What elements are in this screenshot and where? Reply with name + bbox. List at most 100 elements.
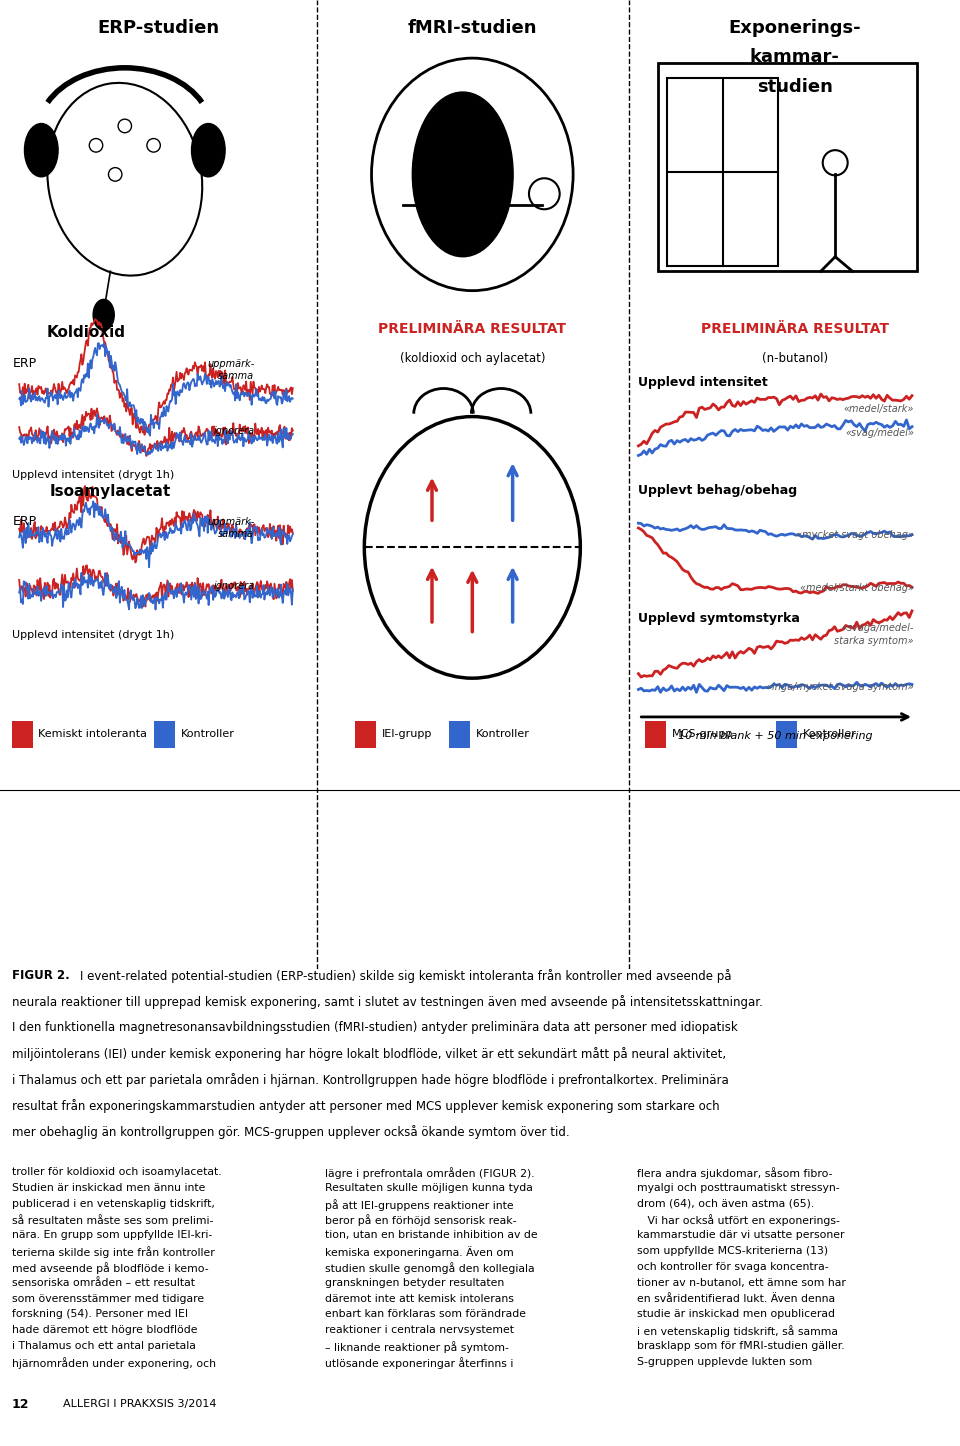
Text: ERP: ERP: [12, 515, 36, 528]
Text: ERP: ERP: [12, 357, 36, 370]
Ellipse shape: [413, 93, 513, 257]
Text: Upplevd intensitet: Upplevd intensitet: [638, 376, 768, 389]
Text: «mycket svagt obehag»: «mycket svagt obehag»: [796, 529, 914, 539]
Text: 10 min blank + 50 min exponering: 10 min blank + 50 min exponering: [679, 732, 873, 742]
Bar: [645, 720, 666, 748]
Text: Resultaten skulle möjligen kunna tyda: Resultaten skulle möjligen kunna tyda: [325, 1183, 533, 1193]
Text: – liknande reaktioner på symtom-: – liknande reaktioner på symtom-: [325, 1340, 509, 1353]
Text: troller för koldioxid och isoamylacetat.: troller för koldioxid och isoamylacetat.: [12, 1167, 221, 1177]
Bar: [658, 64, 917, 272]
Text: terierna skilde sig inte från kontroller: terierna skilde sig inte från kontroller: [12, 1246, 214, 1258]
Bar: [449, 720, 470, 748]
Text: (n-butanol): (n-butanol): [762, 351, 828, 364]
Text: resultat från exponeringskammarstudien antyder att personer med MCS upplever kem: resultat från exponeringskammarstudien a…: [12, 1099, 719, 1113]
Text: «medel/stark»: «medel/stark»: [844, 403, 914, 414]
Text: Upplevd intensitet (drygt 1h): Upplevd intensitet (drygt 1h): [12, 470, 175, 480]
Text: neurala reaktioner till upprepad kemisk exponering, samt i slutet av testningen : neurala reaktioner till upprepad kemisk …: [12, 995, 762, 1009]
Text: enbart kan förklaras som förändrade: enbart kan förklaras som förändrade: [325, 1310, 526, 1319]
Text: Vi har också utfört en exponerings-: Vi har också utfört en exponerings-: [637, 1215, 840, 1226]
Text: PRELIMINÄRA RESULTAT: PRELIMINÄRA RESULTAT: [701, 321, 889, 335]
Text: med avseende på blodflöde i kemo-: med avseende på blodflöde i kemo-: [12, 1262, 208, 1274]
Text: mer obehaglig än kontrollgruppen gör. MCS-gruppen upplever också ökande symtom ö: mer obehaglig än kontrollgruppen gör. MC…: [12, 1125, 569, 1139]
Text: myalgi och posttraumatiskt stressyn-: myalgi och posttraumatiskt stressyn-: [637, 1183, 840, 1193]
Ellipse shape: [191, 123, 225, 176]
Circle shape: [89, 139, 103, 152]
Text: hade däremot ett högre blodflöde: hade däremot ett högre blodflöde: [12, 1326, 197, 1335]
Text: studien: studien: [756, 78, 833, 95]
Text: i Thalamus och ett par parietala områden i hjärnan. Kontrollgruppen hade högre b: i Thalamus och ett par parietala områden…: [12, 1073, 729, 1087]
Text: PRELIMINÄRA RESULTAT: PRELIMINÄRA RESULTAT: [378, 321, 566, 335]
Text: «inga/mycket svaga symtom»: «inga/mycket svaga symtom»: [766, 683, 914, 691]
Text: uppmärk-
samma: uppmärk- samma: [207, 518, 254, 539]
Text: så resultaten måste ses som prelimi-: så resultaten måste ses som prelimi-: [12, 1215, 213, 1226]
Circle shape: [118, 119, 132, 133]
Text: I den funktionella magnetresonansavbildningsstudien (fMRI-studien) antyder preli: I den funktionella magnetresonansavbildn…: [12, 1021, 737, 1034]
Text: ALLERGI I PRAKXSIS 3/2014: ALLERGI I PRAKXSIS 3/2014: [63, 1400, 217, 1408]
Text: brasklapp som för fMRI-studien gäller.: brasklapp som för fMRI-studien gäller.: [637, 1340, 845, 1351]
Text: 12: 12: [12, 1398, 29, 1410]
Text: granskningen betyder resultaten: granskningen betyder resultaten: [325, 1278, 505, 1288]
Bar: [12, 720, 33, 748]
Text: ignorera: ignorera: [213, 427, 254, 437]
Text: Upplevd symtomstyrka: Upplevd symtomstyrka: [638, 612, 801, 625]
Text: Isoamylacetat: Isoamylacetat: [50, 484, 171, 499]
Text: Koldioxid: Koldioxid: [47, 324, 126, 340]
Text: flera andra sjukdomar, såsom fibro-: flera andra sjukdomar, såsom fibro-: [637, 1167, 833, 1178]
Text: uppmärk-
samma: uppmärk- samma: [207, 359, 254, 380]
Text: FIGUR 2.: FIGUR 2.: [12, 969, 73, 982]
Text: «svaga/medel-
starka symtom»: «svaga/medel- starka symtom»: [834, 623, 914, 646]
Text: Kemiskt intoleranta: Kemiskt intoleranta: [38, 729, 148, 739]
Text: reaktioner i centrala nervsystemet: reaktioner i centrala nervsystemet: [325, 1326, 515, 1335]
Text: på att IEI-gruppens reaktioner inte: på att IEI-gruppens reaktioner inte: [325, 1199, 514, 1210]
Text: lägre i prefrontala områden (FIGUR 2).: lägre i prefrontala områden (FIGUR 2).: [325, 1167, 535, 1178]
Text: «svag/medel»: «svag/medel»: [845, 428, 914, 438]
Text: en svåridentifierad lukt. Även denna: en svåridentifierad lukt. Även denna: [637, 1294, 835, 1304]
Circle shape: [147, 139, 160, 152]
Text: beror på en förhöjd sensorisk reak-: beror på en förhöjd sensorisk reak-: [325, 1215, 516, 1226]
Text: som överensstämmer med tidigare: som överensstämmer med tidigare: [12, 1294, 204, 1304]
Text: utlösande exponeringar återfinns i: utlösande exponeringar återfinns i: [325, 1356, 514, 1369]
Text: publicerad i en vetenskaplig tidskrift,: publicerad i en vetenskaplig tidskrift,: [12, 1199, 214, 1209]
Text: drom (64), och även astma (65).: drom (64), och även astma (65).: [637, 1199, 815, 1209]
Bar: [154, 720, 175, 748]
Text: miljöintolerans (IEI) under kemisk exponering har högre lokalt blodflöde, vilket: miljöintolerans (IEI) under kemisk expon…: [12, 1047, 726, 1061]
Text: MCS-grupp: MCS-grupp: [672, 729, 733, 739]
Text: hjärnområden under exponering, och: hjärnområden under exponering, och: [12, 1356, 215, 1369]
Text: tion, utan en bristande inhibition av de: tion, utan en bristande inhibition av de: [325, 1231, 538, 1241]
Circle shape: [108, 168, 122, 181]
Text: Upplevt behag/obehag: Upplevt behag/obehag: [638, 484, 798, 497]
Text: S-gruppen upplevde lukten som: S-gruppen upplevde lukten som: [637, 1356, 813, 1366]
Text: studien skulle genomgå den kollegiala: studien skulle genomgå den kollegiala: [325, 1262, 535, 1274]
Text: nära. En grupp som uppfyllde IEI-kri-: nära. En grupp som uppfyllde IEI-kri-: [12, 1231, 212, 1241]
Bar: [667, 78, 778, 266]
Text: studie är inskickad men opublicerad: studie är inskickad men opublicerad: [637, 1310, 835, 1319]
Text: kammar-: kammar-: [750, 48, 840, 67]
Text: IEI-grupp: IEI-grupp: [382, 729, 432, 739]
Text: forskning (54). Personer med IEI: forskning (54). Personer med IEI: [12, 1310, 187, 1319]
Text: i Thalamus och ett antal parietala: i Thalamus och ett antal parietala: [12, 1340, 196, 1351]
Bar: [355, 720, 376, 748]
Text: ignorera: ignorera: [213, 581, 254, 591]
Text: fMRI-studien: fMRI-studien: [408, 19, 537, 38]
Text: (koldioxid och aylacetat): (koldioxid och aylacetat): [399, 351, 545, 364]
Ellipse shape: [93, 299, 114, 330]
Text: Upplevd intensitet (drygt 1h): Upplevd intensitet (drygt 1h): [12, 629, 175, 639]
Text: och kontroller för svaga koncentra-: och kontroller för svaga koncentra-: [637, 1262, 829, 1272]
Text: Kontroller: Kontroller: [803, 729, 856, 739]
Text: Kontroller: Kontroller: [476, 729, 530, 739]
Text: Kontroller: Kontroller: [180, 729, 234, 739]
Text: tioner av n-butanol, ett ämne som har: tioner av n-butanol, ett ämne som har: [637, 1278, 847, 1288]
Text: som uppfyllde MCS-kriterierna (13): som uppfyllde MCS-kriterierna (13): [637, 1246, 828, 1257]
Text: Exponerings-: Exponerings-: [729, 19, 861, 38]
Text: däremot inte att kemisk intolerans: däremot inte att kemisk intolerans: [325, 1294, 515, 1304]
Text: Studien är inskickad men ännu inte: Studien är inskickad men ännu inte: [12, 1183, 204, 1193]
Text: ERP-studien: ERP-studien: [97, 19, 220, 38]
Text: «medel/starkt obehag»: «medel/starkt obehag»: [800, 583, 914, 593]
Text: I event-related potential-studien (ERP-studien) skilde sig kemiskt intoleranta f: I event-related potential-studien (ERP-s…: [80, 969, 732, 983]
Text: i en vetenskaplig tidskrift, så samma: i en vetenskaplig tidskrift, så samma: [637, 1326, 838, 1338]
Text: kemiska exponeringarna. Även om: kemiska exponeringarna. Även om: [325, 1246, 515, 1258]
Ellipse shape: [24, 123, 58, 176]
Text: sensoriska områden – ett resultat: sensoriska områden – ett resultat: [12, 1278, 195, 1288]
Bar: [776, 720, 797, 748]
Text: kammarstudie där vi utsatte personer: kammarstudie där vi utsatte personer: [637, 1231, 845, 1241]
